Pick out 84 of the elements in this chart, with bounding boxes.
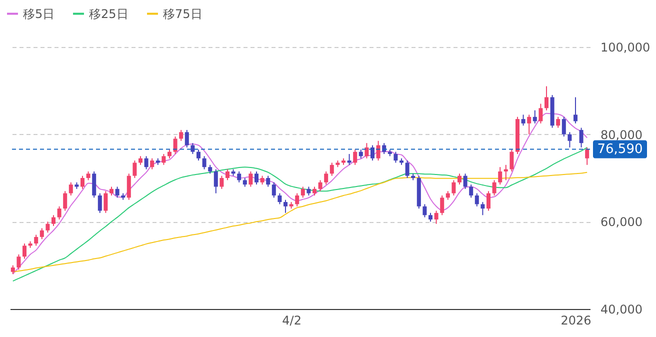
candlestick	[353, 149, 358, 166]
candlestick	[498, 166, 502, 186]
candlestick	[40, 228, 44, 240]
candlestick	[52, 214, 56, 227]
x-tick-label: 2026	[560, 314, 592, 328]
candlestick	[527, 114, 532, 135]
candlestick	[226, 168, 230, 181]
candlestick	[272, 182, 276, 198]
candlestick	[492, 180, 496, 196]
candlestick	[22, 243, 26, 260]
candlestick	[405, 160, 410, 178]
candlestick	[57, 206, 62, 220]
legend-label: 移25日	[89, 6, 128, 21]
candlestick	[532, 110, 537, 124]
candlestick	[16, 254, 21, 270]
candlestick	[63, 190, 68, 212]
candlestick	[98, 192, 102, 214]
candlestick	[538, 103, 543, 124]
candlestick	[237, 170, 242, 183]
candlestick	[184, 129, 189, 148]
y-tick-label: 80,000	[600, 128, 642, 142]
candlestick	[214, 168, 218, 194]
line-series	[12, 146, 588, 282]
candlestick	[579, 127, 584, 148]
candlestick	[440, 194, 444, 216]
candlestick	[202, 156, 206, 170]
candlestick	[34, 234, 38, 246]
candlestick	[469, 184, 474, 198]
candlestick	[422, 204, 427, 218]
candlestick	[474, 192, 479, 207]
candlestick	[132, 160, 137, 178]
ref-line-label: 76,590	[597, 142, 643, 158]
candlestick	[248, 170, 253, 188]
legend-label: 移5日	[23, 6, 55, 21]
candlestick	[318, 180, 322, 192]
candlestick	[144, 156, 148, 170]
candlestick	[92, 170, 96, 198]
candlestick	[284, 199, 288, 214]
candlestick	[574, 96, 578, 124]
candlestick	[434, 210, 438, 224]
legend-label: 移75日	[163, 6, 202, 21]
candlestick	[324, 170, 328, 186]
candlestick	[480, 202, 485, 216]
candlestick	[562, 116, 566, 138]
line-series	[12, 172, 588, 272]
candlestick	[46, 221, 50, 234]
candlestick	[104, 190, 108, 214]
candlestick	[458, 173, 462, 186]
candlestick	[486, 190, 490, 212]
candlestick	[347, 153, 352, 166]
candlestick	[510, 149, 514, 172]
candlestick	[394, 151, 398, 164]
candlestick	[179, 129, 184, 142]
candlestick	[504, 164, 508, 181]
candlestick	[266, 175, 270, 188]
candlestick	[278, 192, 282, 205]
candlestick	[556, 116, 560, 128]
candlestick	[126, 173, 131, 200]
candlestick	[196, 149, 200, 162]
candlestick	[568, 132, 572, 148]
candlestick	[173, 136, 178, 154]
candlestick	[220, 175, 224, 190]
candlestick	[150, 158, 154, 170]
candlestick	[376, 140, 380, 162]
candlestick	[80, 175, 84, 190]
candlestick	[521, 114, 526, 126]
candlestick	[330, 162, 334, 176]
candlestick	[162, 153, 166, 166]
x-tick-label: 4/2	[282, 314, 302, 328]
candlestick	[370, 144, 374, 162]
candlestick	[190, 142, 195, 154]
candlestick	[295, 192, 300, 207]
candlestick	[463, 173, 468, 190]
candlestick	[115, 186, 120, 198]
candlestick	[300, 186, 305, 198]
y-tick-label: 60,000	[600, 215, 642, 230]
candlestick	[68, 182, 73, 196]
y-tick-label: 100,000	[600, 40, 650, 54]
candlestick	[254, 170, 258, 186]
candlestick	[544, 86, 548, 111]
y-tick-label: 40,000	[600, 302, 642, 316]
candlestick	[364, 142, 369, 159]
candlestick	[585, 146, 590, 166]
candlestick	[452, 180, 456, 196]
